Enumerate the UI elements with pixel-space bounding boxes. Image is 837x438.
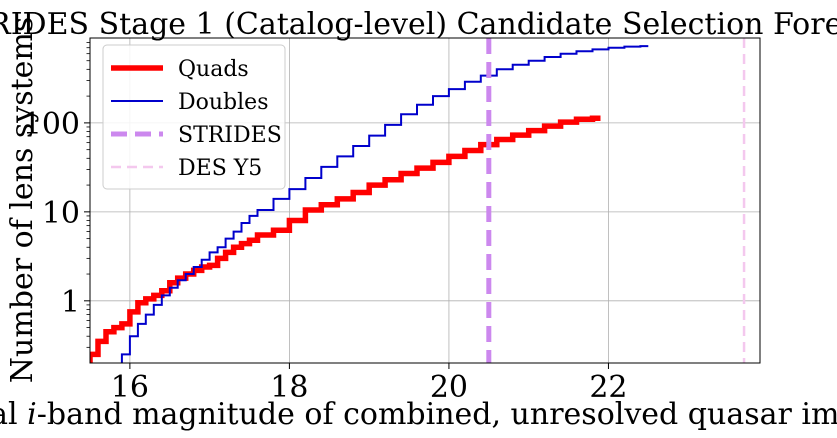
x-axis-label: Total i-band magnitude of combined, unre… (0, 397, 837, 432)
x-axis-label-prefix: Total (0, 397, 27, 432)
legend-box (102, 44, 286, 190)
y-tick-label: 1 (61, 285, 80, 320)
x-axis-label-italic: i (27, 397, 37, 432)
y-tick-label: 10 (42, 196, 80, 231)
x-tick-label: 22 (589, 370, 627, 405)
x-axis-ticks: 16 18 20 22 (111, 363, 628, 405)
x-tick-label: 18 (270, 370, 308, 405)
y-axis-label: Number of lens systems (5, 17, 40, 384)
series-quads-line (90, 115, 601, 363)
x-axis-label-suffix: -band magnitude of combined, unresolved … (37, 397, 837, 432)
x-tick-label: 20 (430, 370, 468, 405)
y-axis-ticks: 1 10 100 (23, 42, 90, 348)
series-layer (90, 38, 746, 363)
legend-label-quads: Quads (178, 57, 249, 82)
legend-label-doubles: Doubles (178, 90, 268, 115)
legend-label-des-y5: DES Y5 (178, 156, 262, 181)
legend: Quads Doubles STRIDES DES Y5 (102, 44, 286, 190)
plot-frame (89, 37, 761, 364)
x-tick-label: 16 (111, 370, 149, 405)
chart-title: STRIDES Stage 1 (Catalog-level) Candidat… (0, 7, 837, 42)
series-doubles-line (120, 45, 649, 363)
y-tick-label: 100 (23, 107, 80, 142)
legend-label-strides: STRIDES (178, 123, 282, 148)
